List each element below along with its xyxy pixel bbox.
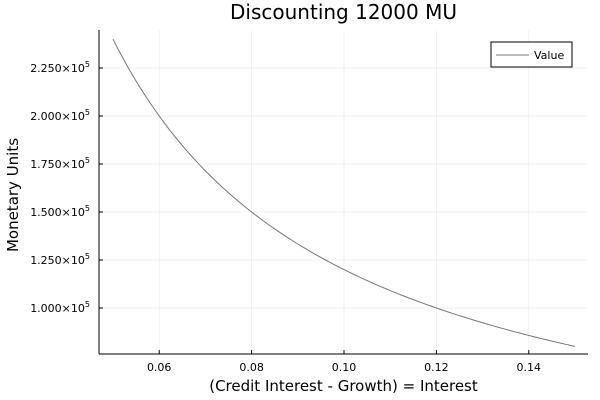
y-tick-label: 1.750×105 [30, 156, 90, 171]
x-tick-label: 0.08 [239, 361, 264, 374]
legend-box [490, 41, 573, 68]
chart-title: Discounting 12000 MU [230, 0, 457, 24]
y-tick-label: 2.250×105 [30, 60, 90, 75]
grid-lines [99, 30, 588, 354]
x-tick-label: 0.14 [517, 361, 542, 374]
x-axis-ticks: 0.06 0.08 0.10 0.12 0.14 [147, 350, 541, 374]
y-tick-label: 1.000×105 [30, 300, 90, 315]
series-line-value [112, 38, 576, 347]
y-tick-label: 1.250×105 [30, 252, 90, 267]
y-tick-label: 1.500×105 [30, 204, 90, 219]
legend-label: Value [534, 49, 564, 62]
x-tick-label: 0.06 [147, 361, 172, 374]
legend: Value [490, 41, 573, 68]
series-lines [112, 38, 576, 347]
x-axis-label: (Credit Interest - Growth) = Interest [209, 377, 478, 395]
y-axis-ticks: 1.000×105 1.250×105 1.500×105 1.750×105 2.00… [30, 60, 103, 315]
x-tick-label: 0.12 [424, 361, 449, 374]
y-axis-label: Monetary Units [4, 138, 22, 252]
y-tick-label: 2.000×105 [30, 108, 90, 123]
x-tick-label: 0.10 [332, 361, 357, 374]
